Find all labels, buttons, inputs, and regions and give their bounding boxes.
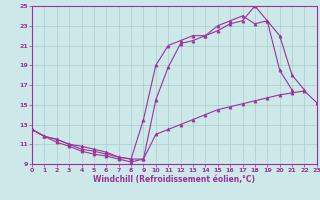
X-axis label: Windchill (Refroidissement éolien,°C): Windchill (Refroidissement éolien,°C) xyxy=(93,175,255,184)
